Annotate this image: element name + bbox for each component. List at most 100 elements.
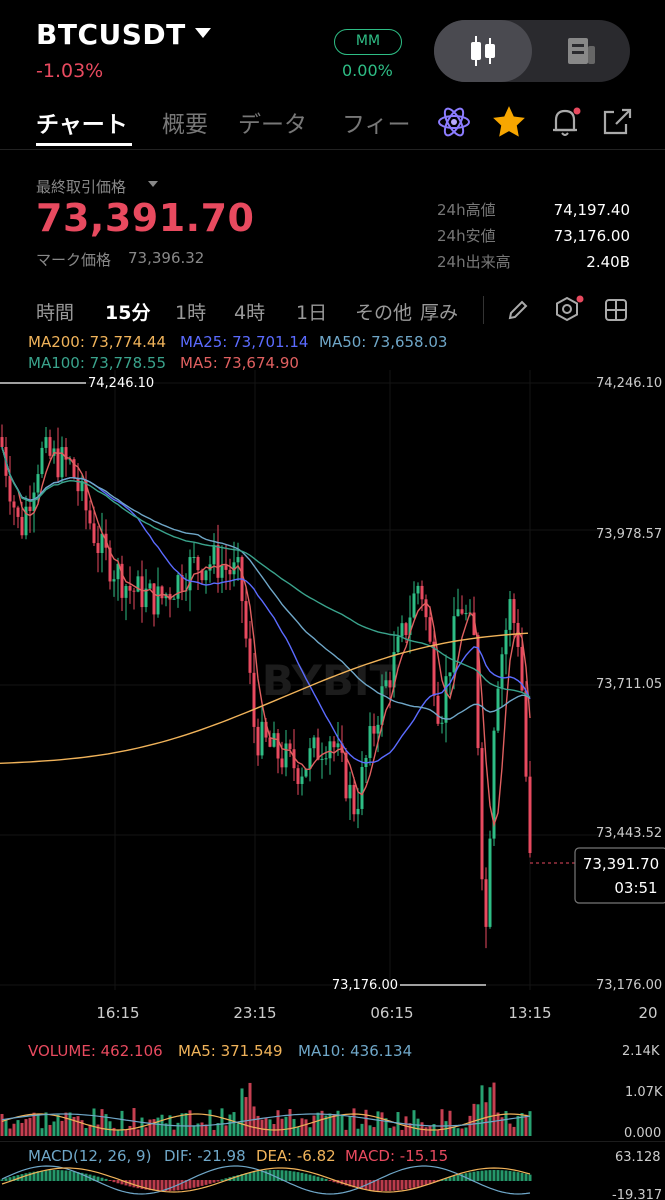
volume-ma5-line [1, 1113, 531, 1131]
candle-body [428, 617, 432, 642]
macd-bar [308, 1174, 312, 1181]
bell-icon[interactable] [546, 103, 584, 141]
candle-body [320, 758, 324, 760]
volume-bar [304, 1119, 308, 1136]
volume-bar [84, 1128, 88, 1136]
volume-bar [500, 1117, 504, 1136]
candle-body [248, 638, 252, 673]
tf-4h[interactable]: 4時 [234, 302, 266, 324]
atom-icon[interactable] [436, 104, 472, 140]
candle-body [28, 506, 32, 512]
share-icon[interactable] [600, 104, 634, 138]
tab-feed[interactable]: フィー [342, 112, 411, 138]
macd-bar [472, 1171, 476, 1181]
macd-chart[interactable] [0, 1160, 620, 1200]
candle-body [524, 690, 528, 777]
volume-bar [348, 1115, 352, 1136]
candle-body [168, 593, 172, 600]
tab-data[interactable]: データ [238, 112, 307, 138]
volume-bar [484, 1102, 488, 1136]
volume-bar [240, 1088, 244, 1136]
macd-bar [196, 1180, 200, 1187]
candle-body [244, 601, 248, 639]
macd-bar [44, 1170, 48, 1181]
macd-bar [76, 1172, 80, 1181]
candle-body [60, 447, 64, 478]
macd-bar [512, 1171, 516, 1181]
volume-bar [300, 1118, 304, 1136]
candle-body [228, 569, 232, 575]
candle-body [72, 459, 76, 479]
candle-body [128, 586, 132, 591]
macd-bar [300, 1172, 304, 1181]
candle-body [32, 492, 36, 512]
macd-bar [400, 1180, 404, 1190]
volume-bar [440, 1109, 444, 1136]
candle-body [472, 612, 476, 636]
tf-time[interactable]: 時間 [36, 302, 75, 324]
macd-bar [212, 1180, 216, 1183]
tf-depth[interactable]: 厚み [420, 302, 459, 324]
tf-1h[interactable]: 1時 [175, 302, 207, 324]
volume-bar [164, 1123, 168, 1136]
candle-body [216, 545, 220, 578]
candle-body [400, 623, 404, 637]
candlestick-chart[interactable]: BYBIT 74,246.1073,978.5773,711.0573,443.… [0, 370, 665, 1030]
volume-bar [220, 1108, 224, 1136]
candle-body [108, 547, 112, 582]
macd-bar [508, 1170, 512, 1181]
volume-bar [196, 1123, 200, 1136]
star-icon[interactable] [490, 103, 528, 141]
candle-body [144, 588, 148, 608]
volume-bar [92, 1108, 96, 1136]
macd-bar [480, 1170, 484, 1181]
macd-bar [4, 1178, 8, 1181]
candle-body [8, 475, 12, 502]
tab-overview[interactable]: 概要 [162, 112, 208, 138]
symbol-title[interactable]: BTCUSDT [36, 18, 186, 51]
candle-body [140, 576, 144, 608]
candle-body [336, 743, 340, 748]
macd-bar [452, 1176, 456, 1181]
candle-body [256, 726, 260, 756]
caret-down-icon[interactable] [148, 181, 158, 187]
caret-down-icon[interactable] [195, 28, 211, 38]
layout-grid-icon[interactable] [603, 297, 629, 323]
volume-chart[interactable] [0, 1050, 620, 1136]
time-axis: 16:15 23:15 06:15 13:15 20 [96, 1004, 657, 1022]
volume-bar [216, 1123, 220, 1136]
tf-more[interactable]: その他 [355, 302, 413, 324]
candle-body [484, 879, 488, 927]
stat-label-high: 24h高値 [437, 201, 496, 219]
volume-bar [392, 1126, 396, 1136]
volume-bar [236, 1123, 240, 1136]
mm-badge[interactable]: MM [334, 29, 402, 55]
news-icon[interactable] [532, 20, 630, 82]
chart-view-button[interactable] [434, 20, 532, 82]
candle-body [112, 579, 116, 582]
volume-bar [120, 1110, 124, 1136]
macd-bar [48, 1170, 52, 1181]
view-toggle[interactable] [434, 20, 630, 82]
candle-body [380, 686, 384, 725]
macd-bar [520, 1172, 524, 1181]
macd-bar [428, 1180, 432, 1184]
tf-15m[interactable]: 15分 [105, 302, 151, 324]
volume-bar [176, 1122, 180, 1136]
macd-bar [96, 1176, 100, 1181]
settings-icon[interactable] [553, 294, 585, 326]
candle-body [24, 506, 28, 536]
macd-bar [252, 1171, 256, 1181]
tab-chart[interactable]: チャート [36, 112, 128, 138]
macd-bar [92, 1175, 96, 1181]
macd-bar [516, 1172, 520, 1181]
macd-bar [304, 1173, 308, 1181]
macd-bar [24, 1173, 28, 1181]
candle-body [56, 448, 60, 478]
macd-bar [172, 1180, 176, 1191]
candle-body [312, 737, 316, 749]
pencil-icon[interactable] [505, 297, 531, 323]
macd-bar [232, 1176, 236, 1181]
macd-bar [280, 1170, 284, 1181]
tf-1d[interactable]: 1日 [296, 302, 328, 324]
